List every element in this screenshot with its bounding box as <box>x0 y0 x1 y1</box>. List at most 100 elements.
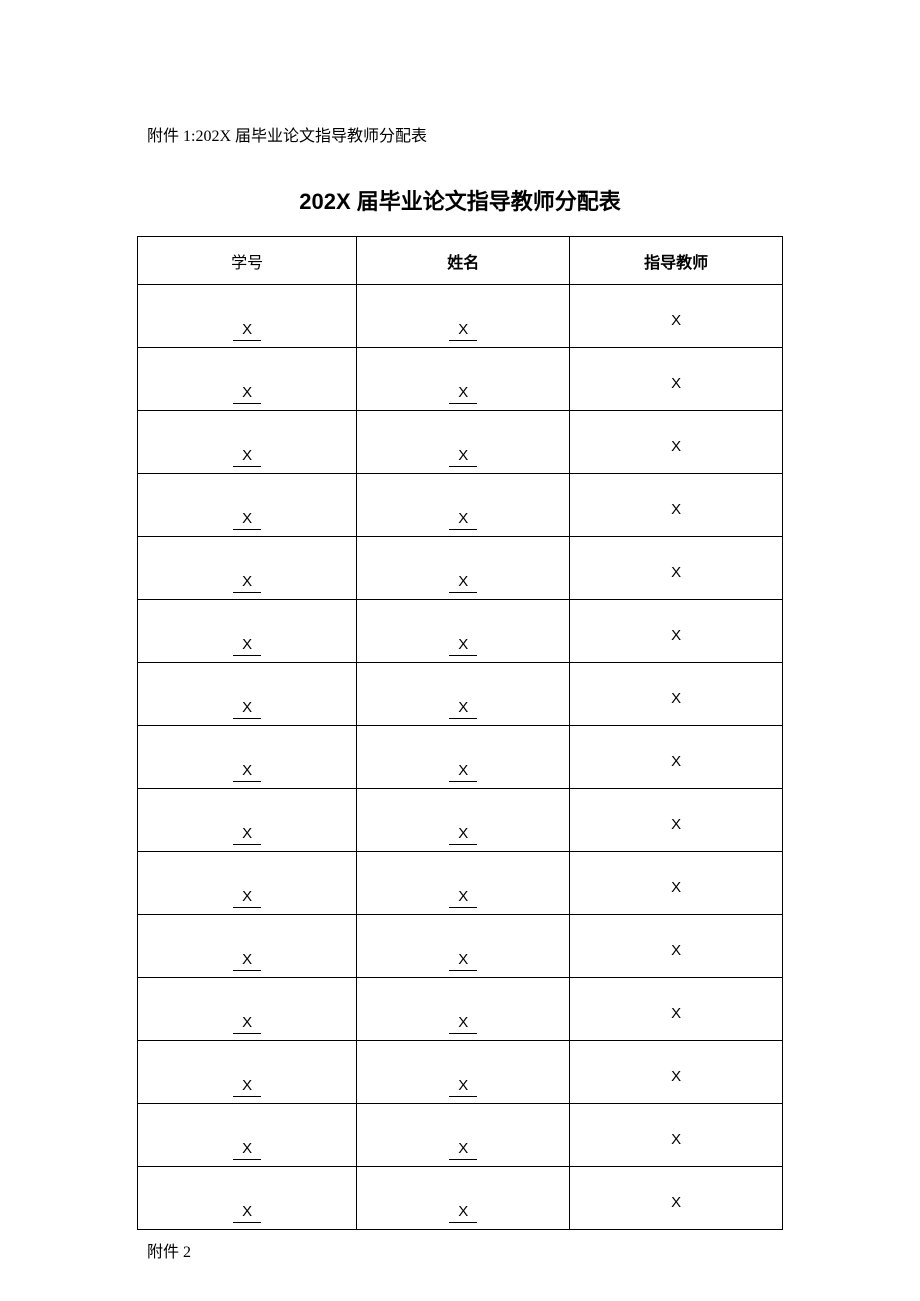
attachment-header: 附件 1:202X 届毕业论文指导教师分配表 <box>137 122 783 146</box>
cell-student-id: X <box>138 1041 357 1104</box>
cell-student-id: X <box>138 348 357 411</box>
name-value: X <box>449 1203 477 1223</box>
table-row: XXX <box>138 978 783 1041</box>
cell-student-id: X <box>138 726 357 789</box>
cell-advisor: X <box>570 411 783 474</box>
cell-name: X <box>357 285 570 348</box>
name-value: X <box>449 1077 477 1097</box>
col-student-id: 学号 <box>138 237 357 285</box>
table-row: XXX <box>138 1041 783 1104</box>
student-id-value: X <box>233 573 261 593</box>
document-page: 附件 1:202X 届毕业论文指导教师分配表 202X 届毕业论文指导教师分配表… <box>0 0 920 1262</box>
cell-name: X <box>357 474 570 537</box>
allocation-table: 学号 姓名 指导教师 XXXXXXXXXXXXXXXXXXXXXXXXXXXXX… <box>137 236 783 1230</box>
cell-advisor: X <box>570 474 783 537</box>
cell-student-id: X <box>138 474 357 537</box>
student-id-value: X <box>233 447 261 467</box>
cell-name: X <box>357 1167 570 1230</box>
cell-advisor: X <box>570 600 783 663</box>
attachment-footer: 附件 2 <box>137 1238 783 1262</box>
cell-advisor: X <box>570 915 783 978</box>
table-body: XXXXXXXXXXXXXXXXXXXXXXXXXXXXXXXXXXXXXXXX… <box>138 285 783 1230</box>
cell-student-id: X <box>138 789 357 852</box>
table-row: XXX <box>138 600 783 663</box>
cell-advisor: X <box>570 1041 783 1104</box>
student-id-value: X <box>233 951 261 971</box>
col-advisor: 指导教师 <box>570 237 783 285</box>
cell-student-id: X <box>138 915 357 978</box>
name-value: X <box>449 573 477 593</box>
student-id-value: X <box>233 888 261 908</box>
name-value: X <box>449 825 477 845</box>
cell-advisor: X <box>570 348 783 411</box>
cell-advisor: X <box>570 789 783 852</box>
cell-name: X <box>357 663 570 726</box>
table-row: XXX <box>138 411 783 474</box>
table-row: XXX <box>138 348 783 411</box>
name-value: X <box>449 1014 477 1034</box>
table-row: XXX <box>138 474 783 537</box>
cell-advisor: X <box>570 663 783 726</box>
student-id-value: X <box>233 762 261 782</box>
name-value: X <box>449 699 477 719</box>
cell-advisor: X <box>570 1104 783 1167</box>
table-row: XXX <box>138 1167 783 1230</box>
cell-advisor: X <box>570 726 783 789</box>
cell-name: X <box>357 537 570 600</box>
table-row: XXX <box>138 537 783 600</box>
table-row: XXX <box>138 789 783 852</box>
col-name: 姓名 <box>357 237 570 285</box>
cell-name: X <box>357 600 570 663</box>
name-value: X <box>449 951 477 971</box>
student-id-value: X <box>233 825 261 845</box>
page-title: 202X 届毕业论文指导教师分配表 <box>137 184 783 216</box>
cell-advisor: X <box>570 1167 783 1230</box>
student-id-value: X <box>233 1077 261 1097</box>
cell-student-id: X <box>138 663 357 726</box>
cell-student-id: X <box>138 978 357 1041</box>
cell-student-id: X <box>138 285 357 348</box>
student-id-value: X <box>233 699 261 719</box>
student-id-value: X <box>233 636 261 656</box>
table-row: XXX <box>138 915 783 978</box>
cell-name: X <box>357 411 570 474</box>
cell-student-id: X <box>138 1167 357 1230</box>
student-id-value: X <box>233 321 261 341</box>
table-header-row: 学号 姓名 指导教师 <box>138 237 783 285</box>
student-id-value: X <box>233 1014 261 1034</box>
cell-student-id: X <box>138 411 357 474</box>
name-value: X <box>449 762 477 782</box>
cell-advisor: X <box>570 978 783 1041</box>
cell-advisor: X <box>570 852 783 915</box>
name-value: X <box>449 384 477 404</box>
cell-student-id: X <box>138 537 357 600</box>
cell-name: X <box>357 978 570 1041</box>
cell-name: X <box>357 1104 570 1167</box>
cell-name: X <box>357 1041 570 1104</box>
cell-name: X <box>357 348 570 411</box>
name-value: X <box>449 1140 477 1160</box>
table-row: XXX <box>138 726 783 789</box>
name-value: X <box>449 321 477 341</box>
cell-name: X <box>357 789 570 852</box>
cell-student-id: X <box>138 852 357 915</box>
cell-advisor: X <box>570 285 783 348</box>
cell-name: X <box>357 915 570 978</box>
table-row: XXX <box>138 663 783 726</box>
table-row: XXX <box>138 852 783 915</box>
name-value: X <box>449 888 477 908</box>
student-id-value: X <box>233 510 261 530</box>
name-value: X <box>449 447 477 467</box>
cell-advisor: X <box>570 537 783 600</box>
student-id-value: X <box>233 1203 261 1223</box>
table-row: XXX <box>138 285 783 348</box>
cell-student-id: X <box>138 600 357 663</box>
student-id-value: X <box>233 384 261 404</box>
cell-name: X <box>357 726 570 789</box>
student-id-value: X <box>233 1140 261 1160</box>
name-value: X <box>449 636 477 656</box>
name-value: X <box>449 510 477 530</box>
cell-name: X <box>357 852 570 915</box>
cell-student-id: X <box>138 1104 357 1167</box>
table-row: XXX <box>138 1104 783 1167</box>
